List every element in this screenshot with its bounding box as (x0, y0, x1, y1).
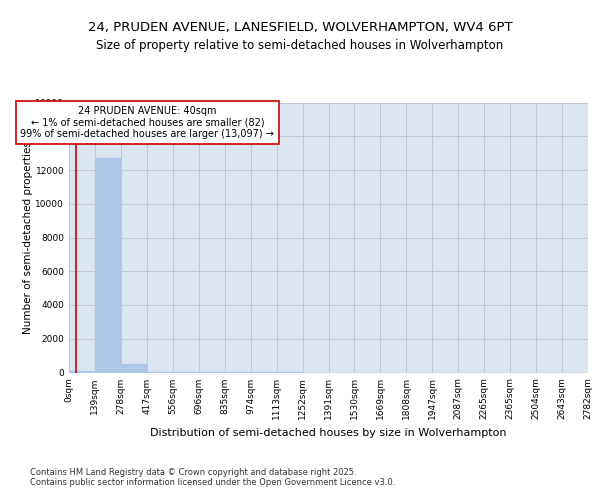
Text: 24 PRUDEN AVENUE: 40sqm
← 1% of semi-detached houses are smaller (82)
99% of sem: 24 PRUDEN AVENUE: 40sqm ← 1% of semi-det… (20, 106, 274, 140)
Text: 24, PRUDEN AVENUE, LANESFIELD, WOLVERHAMPTON, WV4 6PT: 24, PRUDEN AVENUE, LANESFIELD, WOLVERHAM… (88, 21, 512, 34)
Bar (95, 158, 121, 372)
Y-axis label: Number of semi-detached properties: Number of semi-detached properties (23, 141, 32, 334)
Bar (121, 364, 147, 372)
Bar (69, 371, 95, 372)
Text: Size of property relative to semi-detached houses in Wolverhampton: Size of property relative to semi-detach… (97, 38, 503, 52)
Text: Contains HM Land Registry data © Crown copyright and database right 2025.
Contai: Contains HM Land Registry data © Crown c… (30, 468, 395, 487)
X-axis label: Distribution of semi-detached houses by size in Wolverhampton: Distribution of semi-detached houses by … (150, 428, 507, 438)
